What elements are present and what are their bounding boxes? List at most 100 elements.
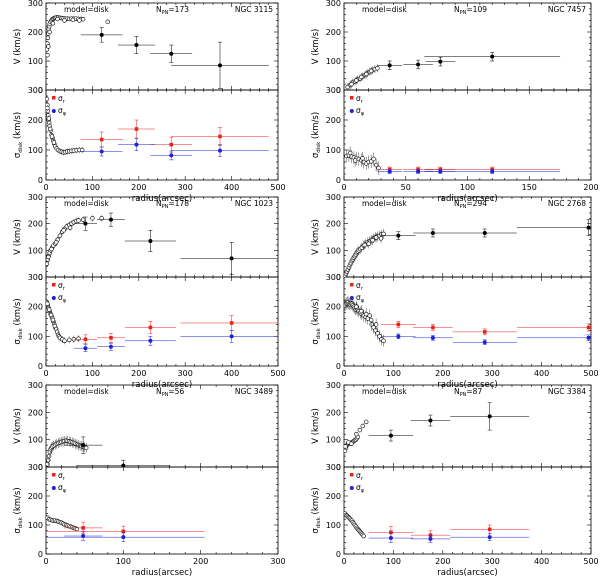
stellar-dispersion-point [373, 162, 379, 168]
pn-velocity-point [487, 414, 492, 419]
radial-dispersion-point [396, 322, 401, 327]
pn-velocity-point [169, 51, 174, 56]
y-tick-label: 100 [326, 332, 341, 341]
sigma-symbol: σ [311, 528, 321, 534]
y-tick-label: 100 [28, 246, 43, 255]
radial-dispersion-point [81, 526, 85, 530]
stellar-dispersion-point [66, 337, 72, 343]
x-tick-label: 400 [534, 369, 549, 378]
legend-azimuthal-sub: φ [63, 298, 67, 304]
stellar-dispersion-point [347, 150, 353, 156]
azimuthal-dispersion-point [487, 535, 492, 540]
pn-velocity-point [428, 418, 433, 423]
stellar-dispersion-point [364, 311, 369, 317]
x-tick-label: 100 [386, 557, 401, 566]
model-label: model=disk [64, 5, 109, 14]
x-tick-label: 500 [270, 183, 285, 192]
x-axis-label: radius(arcsec) [437, 568, 497, 578]
sigma-units: (km/s) [311, 112, 321, 142]
legend-radial-symbol: σ [356, 94, 361, 103]
legend-azimuthal-marker [349, 486, 354, 490]
npn-symbol: N [156, 5, 162, 14]
legend-azimuthal-sub: φ [63, 488, 67, 494]
velocity-data [46, 435, 170, 467]
stellar-dispersion-point [52, 323, 58, 329]
npn-count: NPN=87 [454, 387, 482, 398]
panel-ngc-3115: 0 100 200 300 400 50001002003000100200300radi… [13, 0, 286, 204]
legend-radial-symbol: σ [356, 281, 361, 290]
npn-count: NPN=178 [156, 199, 189, 210]
pn-velocity-point [218, 63, 222, 68]
legend-radial-label: σr [356, 281, 364, 292]
velocity-axis-label: V (km/s) [13, 408, 23, 444]
legend-azimuthal-symbol: σ [356, 106, 361, 115]
pn-velocity-point [388, 433, 393, 438]
x-tick-label: 0 [43, 369, 48, 378]
y-tick-label: 100 [326, 146, 341, 155]
stellar-velocity-point [368, 68, 374, 74]
x-tick-label: 100 [85, 183, 100, 192]
stellar-velocity-point [80, 17, 86, 22]
legend-radial-label: σr [58, 281, 66, 292]
legend-azimuthal-sub: φ [361, 488, 365, 494]
x-tick-label: 300 [485, 369, 500, 378]
legend-radial-sub: r [63, 476, 66, 482]
stellar-velocity-point [373, 235, 379, 240]
y-tick-label: 200 [326, 492, 341, 501]
stellar-velocity-point [46, 35, 51, 40]
x-tick-label: 50 [401, 183, 411, 192]
npn-value: =56 [168, 387, 184, 396]
stellar-velocity-point [80, 217, 86, 222]
stellar-velocity-point [46, 462, 50, 467]
pn-velocity-point [387, 63, 392, 68]
velocity-data [344, 219, 591, 277]
stellar-velocity-point [105, 19, 110, 25]
azimuthal-dispersion-point [416, 169, 421, 174]
stellar-velocity-point [366, 241, 371, 246]
stellar-velocity-point [46, 261, 50, 266]
stellar-velocity-point [76, 218, 81, 223]
azimuthal-dispersion-point [490, 169, 495, 174]
velocity-axis-label: V (km/s) [13, 219, 23, 255]
x-tick-label: 0 [341, 183, 346, 192]
sigma-subscript: disk [316, 327, 322, 339]
legend-radial-label: σr [356, 471, 364, 482]
npn-symbol: N [454, 199, 460, 208]
legend-azimuthal-label: σφ [356, 106, 365, 117]
radial-dispersion-point [586, 325, 591, 330]
stellar-dispersion-point [48, 312, 54, 318]
stellar-velocity-point [360, 423, 365, 429]
galaxy-name: NGC 3115 [235, 5, 273, 14]
y-tick-label: 200 [326, 116, 341, 125]
azimuthal-dispersion-point [134, 142, 139, 147]
stellar-dispersion-point [46, 96, 50, 102]
stellar-velocity-point [364, 71, 369, 77]
stellar-velocity-point [84, 445, 89, 451]
radial-dispersion-point [482, 330, 487, 334]
dispersion-plot-frame [45, 276, 279, 367]
sigma-units: (km/s) [13, 487, 23, 517]
dispersion-plot-frame [343, 89, 592, 181]
galaxy-name: NGC 3489 [235, 387, 273, 396]
dispersion-plot-frame [45, 89, 279, 181]
sigma-symbol: σ [311, 339, 321, 345]
y-tick-label: 200 [326, 303, 341, 312]
y-tick-label: 300 [326, 86, 341, 95]
x-tick-label: 100 [116, 557, 131, 566]
velocity-data [344, 402, 530, 453]
radial-dispersion-point [229, 321, 234, 325]
dispersion-axis-label: σdisk (km/s) [311, 487, 322, 533]
y-tick-label: 0 [336, 273, 341, 282]
velocity-plot-frame [343, 2, 592, 91]
npn-value: =87 [466, 387, 482, 396]
x-tick-label: 200 [435, 557, 450, 566]
y-tick-label: 300 [28, 193, 43, 202]
stellar-dispersion-point [368, 317, 374, 323]
legend-azimuthal-label: σφ [356, 293, 365, 304]
x-tick-label: 150 [522, 183, 537, 192]
x-tick-label: 400 [534, 557, 549, 566]
stellar-dispersion-point [354, 304, 359, 309]
legend-radial-marker [52, 283, 56, 287]
npn-value: =178 [168, 199, 189, 208]
legend-radial-symbol: σ [58, 281, 63, 290]
